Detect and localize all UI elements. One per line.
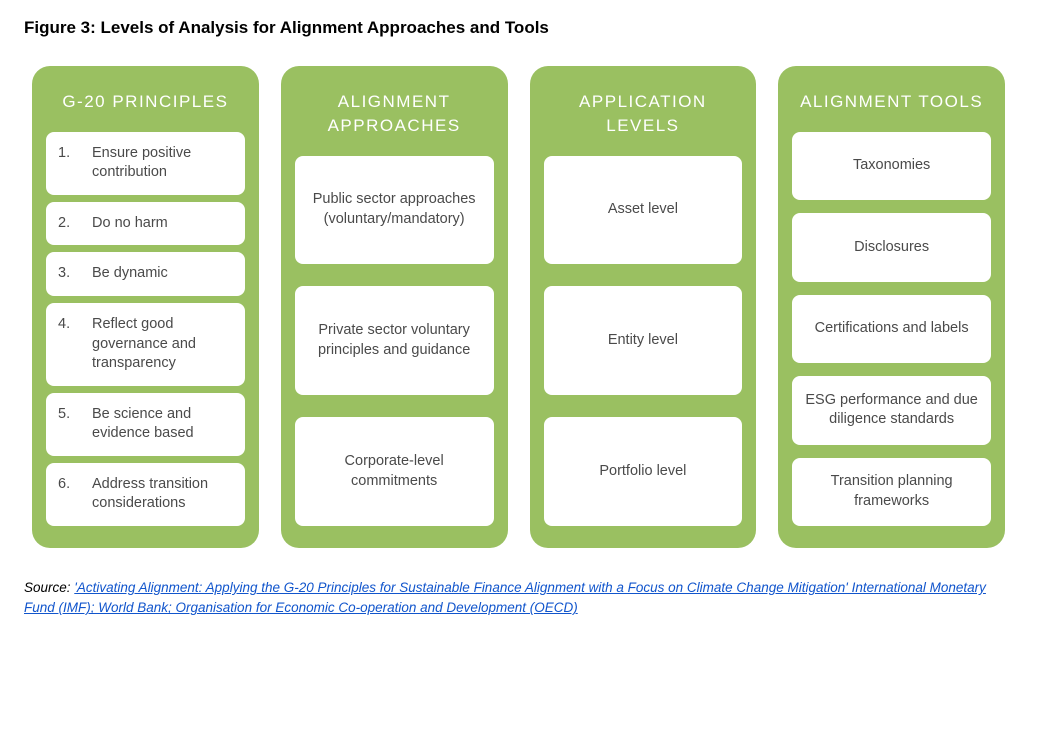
principle-text: Ensure positive contribution <box>86 144 233 183</box>
approach-item: Corporate-level commitments <box>295 417 494 526</box>
source-citation: Source: 'Activating Alignment: Applying … <box>24 578 1013 619</box>
principle-text: Be science and evidence based <box>86 405 233 444</box>
principle-item: 6. Address transition considerations <box>46 463 245 526</box>
principle-text: Be dynamic <box>86 264 233 284</box>
principle-text: Reflect good governance and transparency <box>86 315 233 374</box>
column-levels: APPLICATION LEVELS Asset level Entity le… <box>530 66 757 548</box>
principle-text: Address transition considerations <box>86 475 233 514</box>
principles-boxes: 1. Ensure positive contribution 2. Do no… <box>46 132 245 526</box>
approaches-boxes: Public sector approaches (voluntary/mand… <box>295 156 494 526</box>
level-item: Portfolio level <box>544 417 743 526</box>
levels-boxes: Asset level Entity level Portfolio level <box>544 156 743 526</box>
principle-text: Do no harm <box>86 214 233 234</box>
level-item: Asset level <box>544 156 743 265</box>
column-approaches: ALIGNMENT APPROACHES Public sector appro… <box>281 66 508 548</box>
tool-item: Disclosures <box>792 213 991 281</box>
tool-item: Taxonomies <box>792 132 991 200</box>
tool-item: Transition planning frameworks <box>792 458 991 526</box>
tool-item: Certifications and labels <box>792 295 991 363</box>
principle-item: 3. Be dynamic <box>46 252 245 296</box>
principle-num: 2. <box>58 214 86 234</box>
tools-boxes: Taxonomies Disclosures Certifications an… <box>792 132 991 526</box>
principle-item: 2. Do no harm <box>46 202 245 246</box>
principle-num: 1. <box>58 144 86 164</box>
figure-title: Figure 3: Levels of Analysis for Alignme… <box>24 18 1013 38</box>
column-header-levels: APPLICATION LEVELS <box>544 84 743 156</box>
tool-item: ESG performance and due diligence standa… <box>792 376 991 444</box>
principle-item: 4. Reflect good governance and transpare… <box>46 303 245 386</box>
principle-num: 6. <box>58 475 86 495</box>
column-header-tools: ALIGNMENT TOOLS <box>792 84 991 132</box>
column-tools: ALIGNMENT TOOLS Taxonomies Disclosures C… <box>778 66 1005 548</box>
approach-item: Public sector approaches (voluntary/mand… <box>295 156 494 265</box>
level-item: Entity level <box>544 286 743 395</box>
source-link[interactable]: 'Activating Alignment: Applying the G-20… <box>24 580 986 615</box>
column-principles: G-20 PRINCIPLES 1. Ensure positive contr… <box>32 66 259 548</box>
columns-container: G-20 PRINCIPLES 1. Ensure positive contr… <box>24 66 1013 548</box>
column-header-approaches: ALIGNMENT APPROACHES <box>295 84 494 156</box>
approach-item: Private sector voluntary principles and … <box>295 286 494 395</box>
principle-item: 1. Ensure positive contribution <box>46 132 245 195</box>
principle-num: 5. <box>58 405 86 425</box>
principle-num: 3. <box>58 264 86 284</box>
source-prefix: Source: <box>24 580 74 595</box>
column-header-principles: G-20 PRINCIPLES <box>46 84 245 132</box>
principle-item: 5. Be science and evidence based <box>46 393 245 456</box>
principle-num: 4. <box>58 315 86 335</box>
